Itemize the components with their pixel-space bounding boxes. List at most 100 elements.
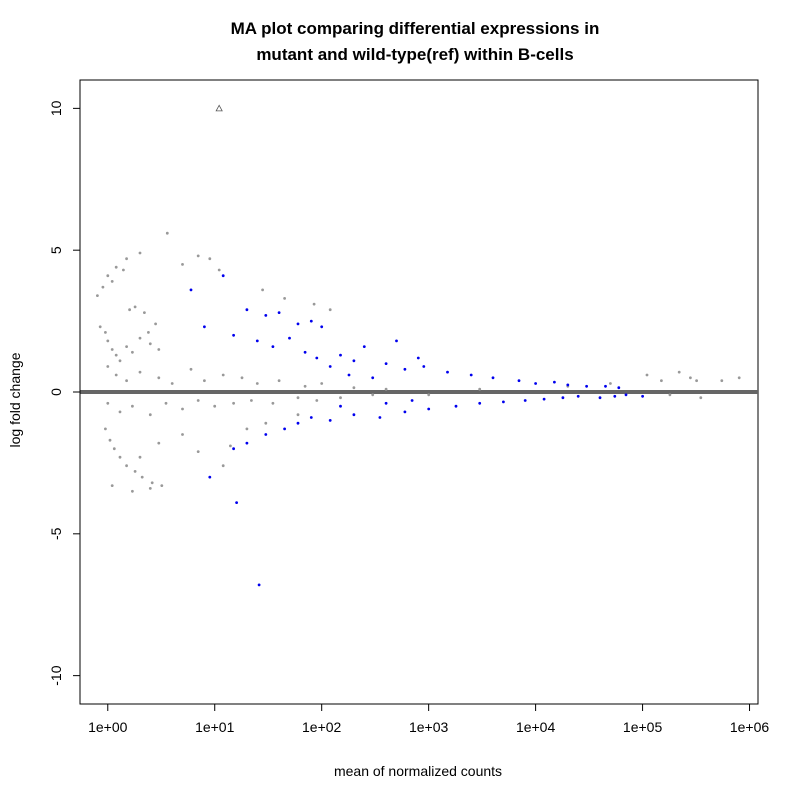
data-point-series-1-32 [416, 356, 420, 360]
data-point-series-1-42 [309, 416, 313, 419]
data-point-series-0-38 [170, 382, 174, 385]
data-point-series-1-33 [328, 365, 332, 368]
data-point-series-1-22 [469, 373, 473, 377]
data-point-series-0-35 [125, 379, 128, 383]
data-point-series-1-2 [245, 308, 249, 312]
data-point-series-1-39 [264, 433, 268, 436]
data-point-series-0-43 [255, 382, 259, 385]
data-point-series-1-16 [352, 359, 356, 363]
data-point-series-0-31 [312, 302, 316, 306]
data-point-series-0-0 [96, 294, 99, 297]
data-point-series-0-19 [128, 308, 132, 312]
data-point-series-0-67 [118, 455, 122, 459]
data-point-series-1-8 [203, 325, 206, 329]
data-point-series-0-22 [154, 322, 158, 326]
data-point-series-0-37 [157, 376, 161, 380]
data-point-series-0-29 [261, 288, 264, 292]
data-point-series-0-32 [328, 308, 332, 312]
data-point-series-0-86 [478, 387, 482, 391]
data-point-series-0-50 [118, 410, 122, 414]
data-point-series-0-49 [106, 401, 110, 405]
data-point-series-0-45 [303, 384, 307, 388]
x-tick-label: 1e+03 [409, 719, 449, 735]
data-point-series-0-42 [240, 376, 244, 380]
y-tick-label: -5 [48, 527, 64, 540]
data-point-series-0-13 [118, 359, 122, 363]
data-point-series-1-1 [221, 274, 225, 278]
outlier-triangle-marker [215, 104, 223, 112]
data-point-series-0-30 [283, 297, 286, 300]
y-tick-label: 5 [48, 246, 64, 254]
data-point-series-0-8 [98, 325, 102, 329]
data-point-series-1-13 [303, 350, 307, 354]
data-point-series-0-63 [371, 393, 375, 397]
data-point-series-0-60 [296, 396, 300, 400]
data-point-series-0-94 [720, 379, 724, 383]
data-point-series-1-48 [454, 404, 458, 408]
x-tick-label: 1e+02 [302, 719, 342, 735]
data-point-series-0-6 [110, 280, 114, 283]
data-point-series-0-14 [125, 345, 128, 348]
chart-title-line-1: MA plot comparing differential expressio… [231, 19, 600, 38]
data-point-series-1-21 [446, 370, 449, 374]
data-point-series-0-18 [157, 348, 161, 351]
data-point-series-0-64 [104, 427, 107, 431]
data-point-series-0-33 [106, 365, 110, 368]
data-point-series-1-49 [478, 401, 482, 405]
data-point-series-0-9 [104, 331, 107, 334]
data-point-series-0-20 [133, 305, 137, 309]
data-point-series-1-53 [561, 396, 565, 400]
data-point-series-1-44 [352, 413, 356, 417]
data-point-series-0-52 [148, 413, 152, 417]
data-point-series-0-97 [668, 393, 672, 397]
data-point-series-1-27 [566, 383, 570, 387]
data-point-series-0-58 [250, 399, 253, 402]
data-point-series-1-43 [328, 419, 332, 422]
data-point-series-0-1 [101, 285, 105, 289]
data-point-series-0-17 [148, 342, 152, 346]
data-point-series-0-85 [427, 393, 431, 397]
data-point-series-1-57 [624, 393, 628, 397]
data-point-series-0-55 [196, 399, 200, 402]
data-point-series-0-65 [108, 438, 112, 442]
data-point-series-1-31 [395, 339, 398, 343]
data-point-series-0-78 [181, 433, 184, 436]
data-point-series-0-57 [232, 401, 236, 405]
data-point-series-0-51 [131, 404, 134, 408]
data-point-series-1-41 [296, 421, 300, 425]
y-tick-label: 0 [48, 388, 64, 396]
data-point-series-1-34 [347, 373, 351, 377]
data-point-series-1-12 [288, 336, 291, 340]
data-point-series-0-68 [125, 464, 128, 468]
data-point-series-1-20 [422, 365, 426, 368]
data-point-series-0-41 [221, 373, 225, 377]
y-axis-label: log fold change [7, 352, 23, 447]
data-point-series-0-75 [160, 484, 164, 487]
x-tick-label: 1e+04 [516, 719, 556, 735]
data-point-series-0-44 [277, 379, 281, 383]
data-point-series-1-3 [264, 314, 268, 317]
data-point-series-0-21 [143, 311, 146, 314]
data-point-series-0-59 [271, 401, 275, 405]
x-tick-label: 1e+05 [623, 719, 663, 735]
data-point-series-0-2 [106, 274, 110, 278]
data-point-series-0-66 [112, 447, 116, 451]
data-point-series-0-26 [196, 254, 200, 258]
data-point-series-0-54 [181, 407, 184, 411]
data-point-series-1-61 [410, 399, 414, 402]
data-point-series-0-5 [138, 251, 142, 255]
data-point-series-0-71 [150, 481, 154, 485]
data-point-series-0-11 [110, 348, 114, 351]
chart-title-line-2: mutant and wild-type(ref) within B-cells [256, 45, 573, 64]
data-point-series-0-95 [737, 376, 741, 380]
data-point-series-0-56 [213, 404, 217, 408]
data-point-series-0-25 [181, 263, 184, 266]
data-point-series-0-80 [221, 464, 225, 468]
data-point-series-0-36 [138, 370, 142, 374]
data-point-series-1-62 [235, 501, 239, 504]
data-point-series-1-45 [378, 416, 382, 419]
data-point-series-0-39 [189, 367, 193, 371]
data-point-series-1-14 [315, 356, 319, 360]
data-point-series-1-15 [339, 353, 342, 357]
data-point-series-1-59 [339, 404, 342, 408]
